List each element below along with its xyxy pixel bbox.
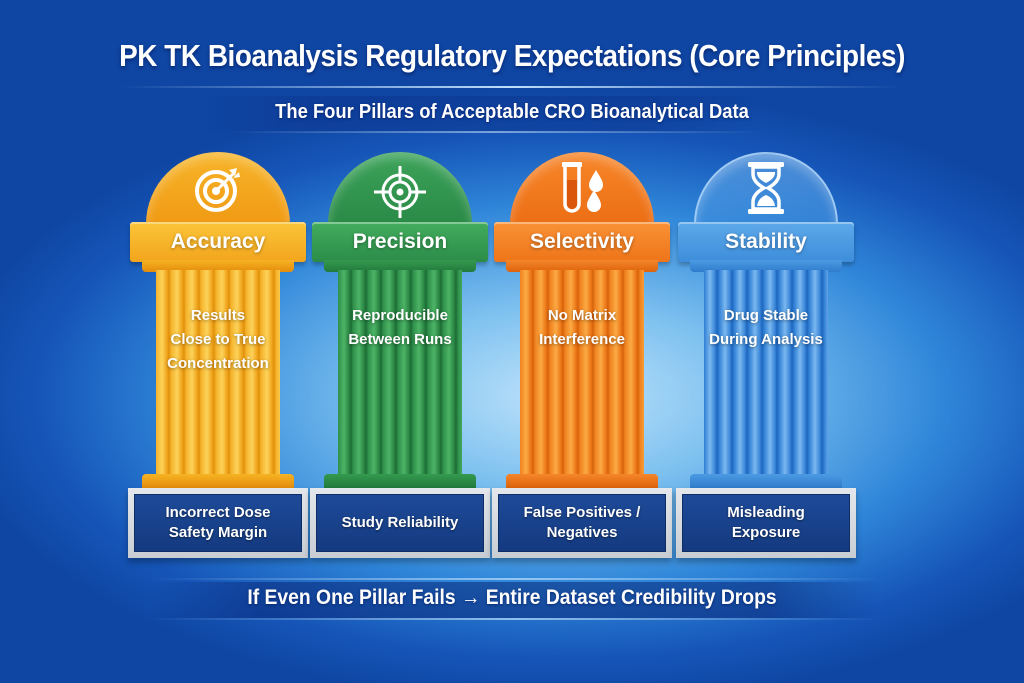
title-divider [120, 86, 900, 88]
crosshair-icon [374, 166, 426, 218]
pillar-description: Drug Stable During Analysis [709, 307, 823, 348]
footer-top-divider [150, 578, 880, 580]
pillar-plinth: Study Reliability [310, 488, 490, 558]
hourglass-icon [748, 162, 784, 214]
pillar-base [506, 474, 658, 488]
pillar-capital: Precision [312, 222, 488, 262]
pillar-title: Stability [725, 230, 807, 253]
pillar-base [142, 474, 294, 488]
pillar-capital: Accuracy [130, 222, 306, 262]
consequence-label: False Positives / Negatives [498, 494, 666, 552]
pillar-description: No Matrix Interference [539, 307, 625, 348]
pillar-title: Accuracy [170, 230, 266, 253]
pillar-base [690, 474, 842, 488]
capital-lip [506, 260, 658, 272]
pillar-shaft [338, 270, 462, 478]
page-title: PK TK Bioanalysis Regulatory Expectation… [119, 38, 905, 73]
pillar-base [324, 474, 476, 488]
pillar-dome [328, 152, 472, 224]
pillar-shaft [156, 270, 280, 478]
pillar-plinth: Incorrect Dose Safety Margin [128, 488, 308, 558]
footer-band [150, 582, 880, 618]
page-subtitle: The Four Pillars of Acceptable CRO Bioan… [275, 101, 749, 123]
pillar-selectivity: Selectivity No Matrix Interference False… [492, 152, 672, 560]
pillar-capital: Stability [678, 222, 854, 262]
target-arrow-icon [195, 168, 240, 212]
capital-lip [142, 260, 294, 272]
pillar-shaft [520, 270, 644, 478]
pillar-accuracy: Accuracy Results Close to True Concentra… [128, 152, 308, 560]
pillar-dome [146, 152, 290, 224]
pillar-description: Results Close to True Concentration [167, 307, 269, 372]
pillar-title: Selectivity [530, 230, 634, 253]
subtitle-band [200, 96, 760, 132]
subtitle-divider [230, 131, 760, 133]
capital-lip [690, 260, 842, 272]
pillar-plinth: False Positives / Negatives [492, 488, 672, 558]
footer-bottom-divider [150, 618, 880, 620]
consequence-label: Incorrect Dose Safety Margin [134, 494, 302, 552]
footer-message: If Even One Pillar Fails → Entire Datase… [247, 586, 777, 609]
pillar-dome [510, 152, 654, 224]
pillar-stability: Stability Drug Stable During Analysis Mi… [676, 152, 856, 560]
pillar-title: Precision [352, 230, 448, 253]
capital-lip [324, 260, 476, 272]
pillar-precision: Precision Reproducible Between Runs Stud… [310, 152, 490, 560]
pillar-dome [694, 152, 838, 224]
consequence-label: Misleading Exposure [682, 494, 850, 552]
test-tube-drops-icon [562, 162, 603, 213]
pillar-shaft [704, 270, 828, 478]
consequence-label: Study Reliability [316, 494, 484, 552]
pillar-description: Reproducible Between Runs [348, 307, 452, 348]
pillar-plinth: Misleading Exposure [676, 488, 856, 558]
pillar-capital: Selectivity [494, 222, 670, 262]
